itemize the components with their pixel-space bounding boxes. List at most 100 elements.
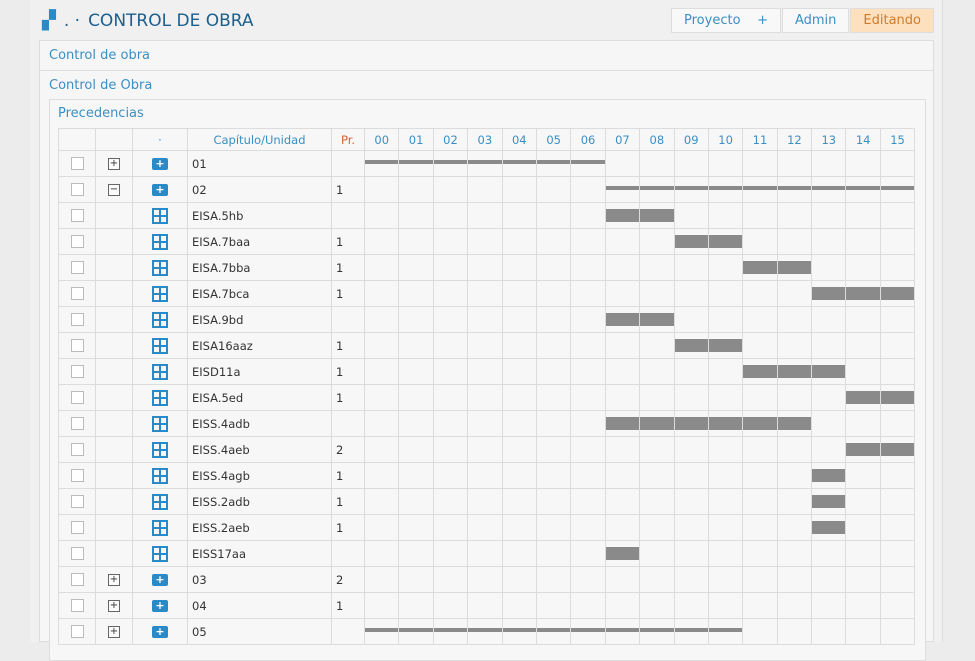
unit-grid-icon[interactable] (152, 233, 168, 250)
table-row[interactable]: EISA.5hb (58, 202, 916, 229)
unit-grid-icon[interactable] (152, 363, 168, 380)
unit-grid-icon[interactable] (152, 207, 168, 224)
row-checkbox[interactable] (70, 287, 84, 300)
gantt-bar[interactable] (571, 628, 605, 632)
gantt-bar[interactable] (605, 417, 640, 430)
folder-plus-icon[interactable]: + (152, 183, 168, 196)
gantt-bar[interactable] (605, 628, 640, 632)
gantt-bar[interactable] (640, 209, 674, 222)
table-row[interactable]: EISA.7bba 1 (58, 254, 916, 281)
gantt-bar[interactable] (605, 209, 640, 222)
table-row[interactable]: EISS.4adb (58, 410, 916, 437)
gantt-bar[interactable] (708, 339, 743, 352)
gantt-bar[interactable] (777, 417, 812, 430)
gantt-bar[interactable] (640, 186, 674, 190)
unit-grid-icon[interactable] (152, 467, 168, 484)
col-pr[interactable]: Pr. (331, 128, 365, 151)
gantt-bar[interactable] (433, 160, 468, 164)
gantt-bar[interactable] (846, 443, 880, 456)
gantt-bar[interactable] (399, 160, 433, 164)
unit-grid-icon[interactable] (152, 415, 168, 432)
gantt-bar[interactable] (708, 235, 743, 248)
gantt-bar[interactable] (812, 365, 846, 378)
unit-grid-icon[interactable] (152, 519, 168, 536)
row-checkbox[interactable] (70, 365, 84, 378)
gantt-bar[interactable] (777, 261, 812, 274)
table-row[interactable]: + +05 (58, 618, 916, 645)
gantt-bar[interactable] (880, 391, 915, 404)
unit-grid-icon[interactable] (152, 337, 168, 354)
table-row[interactable]: + +01 (58, 150, 916, 177)
unit-grid-icon[interactable] (152, 389, 168, 406)
table-row[interactable]: EISA16aaz 1 (58, 332, 916, 359)
folder-plus-icon[interactable]: + (152, 573, 168, 586)
table-row[interactable]: EISS.2aeb 1 (58, 514, 916, 541)
proyecto-button[interactable]: Proyecto + (671, 8, 781, 33)
unit-grid-icon[interactable] (152, 311, 168, 328)
row-checkbox[interactable] (70, 391, 84, 404)
table-row[interactable]: + +03 2 (58, 566, 916, 593)
table-row[interactable]: EISS.2adb 1 (58, 488, 916, 515)
gantt-bar[interactable] (640, 417, 674, 430)
gantt-bar[interactable] (674, 628, 708, 632)
table-row[interactable]: EISA.7bca 1 (58, 280, 916, 307)
gantt-bar[interactable] (812, 287, 846, 300)
gantt-bar[interactable] (502, 628, 536, 632)
expand-toggle-icon[interactable]: + (108, 157, 120, 170)
table-row[interactable]: + +04 1 (58, 592, 916, 619)
row-checkbox[interactable] (70, 573, 84, 586)
row-checkbox[interactable] (70, 261, 84, 274)
section-header[interactable]: Control de obra (49, 48, 151, 63)
table-row[interactable]: EISA.9bd (58, 306, 916, 333)
gantt-bar[interactable] (674, 235, 708, 248)
row-checkbox[interactable] (70, 339, 84, 352)
gantt-bar[interactable] (743, 417, 777, 430)
gantt-bar[interactable] (880, 287, 915, 300)
gantt-bar[interactable] (674, 339, 708, 352)
gantt-bar[interactable] (365, 160, 399, 164)
gantt-bar[interactable] (674, 186, 708, 190)
row-checkbox[interactable] (70, 521, 84, 534)
gantt-bar[interactable] (812, 469, 846, 482)
gantt-bar[interactable] (468, 160, 502, 164)
gantt-bar[interactable] (743, 261, 777, 274)
folder-plus-icon[interactable]: + (152, 157, 168, 170)
folder-plus-icon[interactable]: + (152, 599, 168, 612)
gantt-bar[interactable] (605, 547, 640, 560)
gantt-bar[interactable] (365, 628, 399, 632)
table-row[interactable]: EISS.4aeb 2 (58, 436, 916, 463)
gantt-bar[interactable] (605, 186, 640, 190)
gantt-bar[interactable] (399, 628, 433, 632)
gantt-bar[interactable] (846, 287, 880, 300)
gantt-bar[interactable] (708, 417, 743, 430)
subsection-header[interactable]: Control de Obra (40, 70, 933, 100)
gantt-bar[interactable] (502, 160, 536, 164)
row-checkbox[interactable] (70, 209, 84, 222)
gantt-bar[interactable] (536, 628, 571, 632)
unit-grid-icon[interactable] (152, 285, 168, 302)
unit-grid-icon[interactable] (152, 545, 168, 562)
expand-toggle-icon[interactable]: + (108, 625, 120, 638)
row-checkbox[interactable] (70, 469, 84, 482)
table-row[interactable]: EISA.5ed 1 (58, 384, 916, 411)
gantt-bar[interactable] (605, 313, 640, 326)
unit-grid-icon[interactable] (152, 493, 168, 510)
row-checkbox[interactable] (70, 443, 84, 456)
row-checkbox[interactable] (70, 235, 84, 248)
row-checkbox[interactable] (70, 313, 84, 326)
gantt-bar[interactable] (674, 417, 708, 430)
gantt-bar[interactable] (777, 365, 812, 378)
col-name[interactable]: Capítulo/Unidad (187, 128, 332, 151)
expand-toggle-icon[interactable]: − (108, 183, 120, 196)
gantt-bar[interactable] (708, 628, 743, 632)
gantt-bar[interactable] (880, 443, 915, 456)
gantt-bar[interactable] (468, 628, 502, 632)
gantt-bar[interactable] (433, 628, 468, 632)
table-row[interactable]: EISS.4agb 1 (58, 462, 916, 489)
gantt-bar[interactable] (812, 495, 846, 508)
table-row[interactable]: − +02 1 (58, 176, 916, 203)
gantt-bar[interactable] (640, 313, 674, 326)
gantt-bar[interactable] (880, 186, 915, 190)
gantt-bar[interactable] (571, 160, 605, 164)
table-row[interactable]: EISD11a 1 (58, 358, 916, 385)
